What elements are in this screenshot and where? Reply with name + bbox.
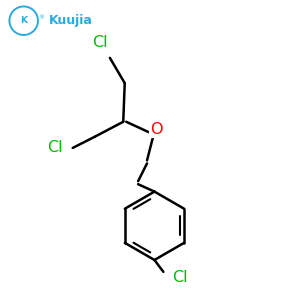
Text: O: O bbox=[150, 122, 162, 137]
Text: Kuujia: Kuujia bbox=[49, 14, 93, 27]
Text: Cl: Cl bbox=[92, 35, 107, 50]
Text: Cl: Cl bbox=[47, 140, 62, 155]
Text: ®: ® bbox=[38, 16, 44, 21]
Text: Cl: Cl bbox=[172, 270, 188, 285]
Text: K: K bbox=[20, 16, 27, 25]
